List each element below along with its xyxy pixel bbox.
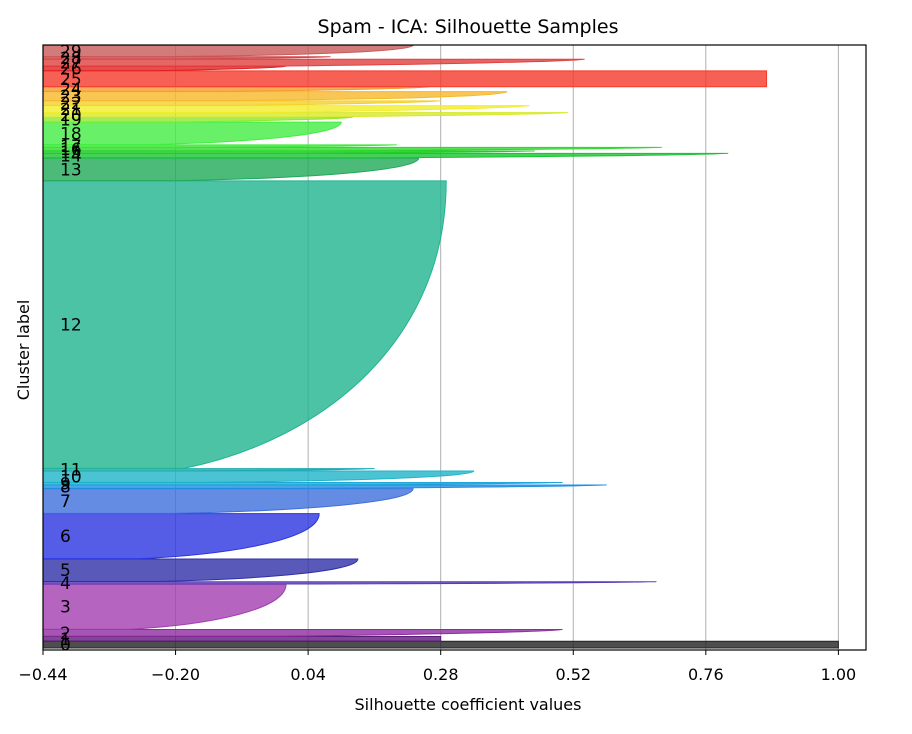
x-tick-label: −0.20 — [151, 665, 200, 684]
cluster-7-area — [42, 488, 414, 514]
cluster-label-11: 11 — [60, 461, 82, 481]
cluster-label-15: 15 — [60, 143, 82, 163]
cluster-label-19: 19 — [60, 111, 82, 131]
cluster-16-area — [42, 146, 663, 152]
cluster-18-area — [42, 121, 342, 146]
x-axis-ticks: −0.44 −0.20 0.04 0.28 0.52 0.76 1.00 — [18, 650, 856, 684]
x-tick-label: 1.00 — [821, 665, 857, 684]
chart-title: Spam - ICA: Silhouette Samples — [318, 16, 619, 38]
cluster-15-area — [42, 150, 536, 154]
cluster-label-4: 4 — [60, 574, 71, 594]
cluster-label-16: 16 — [60, 140, 82, 160]
cluster-10-area — [42, 470, 475, 483]
cluster-13-area — [42, 157, 420, 182]
x-tick-label: 0.04 — [290, 665, 326, 684]
cluster-9-area — [42, 482, 563, 486]
plot-frame — [42, 44, 867, 651]
cluster-label-10: 10 — [60, 468, 82, 488]
cluster-label-22: 22 — [60, 94, 82, 114]
cluster-label-1: 1 — [60, 630, 71, 650]
cluster-label-12: 12 — [60, 316, 82, 336]
cluster-29-area — [42, 44, 414, 57]
cluster-label-20: 20 — [60, 106, 82, 126]
cluster-1-area — [42, 636, 442, 642]
cluster-20-area — [42, 112, 569, 118]
cluster-0-area — [42, 640, 839, 649]
cluster-27-area — [42, 58, 585, 67]
cluster-28-area — [42, 56, 331, 60]
cluster-label-6: 6 — [60, 527, 71, 547]
cluster-14-area — [42, 152, 729, 159]
cluster-5-area — [42, 558, 359, 583]
cluster-labels: 0123456789101112131415161718192021222324… — [60, 42, 82, 656]
cluster-label-8: 8 — [60, 478, 71, 498]
x-axis-label: Silhouette coefficient values — [355, 695, 582, 714]
cluster-label-26: 26 — [60, 59, 82, 79]
cluster-label-3: 3 — [60, 598, 71, 618]
cluster-label-24: 24 — [60, 80, 82, 100]
cluster-3-area — [42, 583, 287, 630]
cluster-6-area — [42, 513, 320, 560]
cluster-label-27: 27 — [60, 54, 82, 74]
cluster-label-14: 14 — [60, 147, 82, 167]
cluster-label-7: 7 — [60, 492, 71, 512]
cluster-22-area — [42, 100, 442, 106]
cluster-label-21: 21 — [60, 100, 82, 120]
cluster-17-area — [42, 144, 398, 148]
cluster-23-area — [42, 91, 508, 102]
x-tick-label: 0.28 — [423, 665, 459, 684]
cluster-4-area — [42, 581, 657, 585]
x-tick-label: 0.76 — [688, 665, 724, 684]
cluster-label-28: 28 — [60, 49, 82, 69]
cluster-25-area — [42, 70, 768, 88]
cluster-21-area — [42, 105, 530, 113]
cluster-label-5: 5 — [60, 561, 71, 581]
y-axis-label: Cluster label — [14, 300, 33, 401]
cluster-12-area — [42, 180, 447, 469]
cluster-label-0: 0 — [60, 636, 71, 656]
cluster-label-2: 2 — [60, 624, 71, 644]
cluster-label-17: 17 — [60, 137, 82, 157]
x-tick-label: 0.52 — [555, 665, 591, 684]
cluster-label-9: 9 — [60, 475, 71, 495]
cluster-label-23: 23 — [60, 87, 82, 107]
cluster-19-area — [42, 116, 353, 123]
cluster-label-25: 25 — [60, 70, 82, 90]
cluster-label-18: 18 — [60, 124, 82, 144]
x-tick-label: −0.44 — [18, 665, 67, 684]
cluster-8-area — [42, 484, 607, 489]
cluster-label-29: 29 — [60, 42, 82, 62]
cluster-11-area — [42, 468, 375, 472]
cluster-label-13: 13 — [60, 160, 82, 180]
cluster-2-area — [42, 629, 563, 637]
